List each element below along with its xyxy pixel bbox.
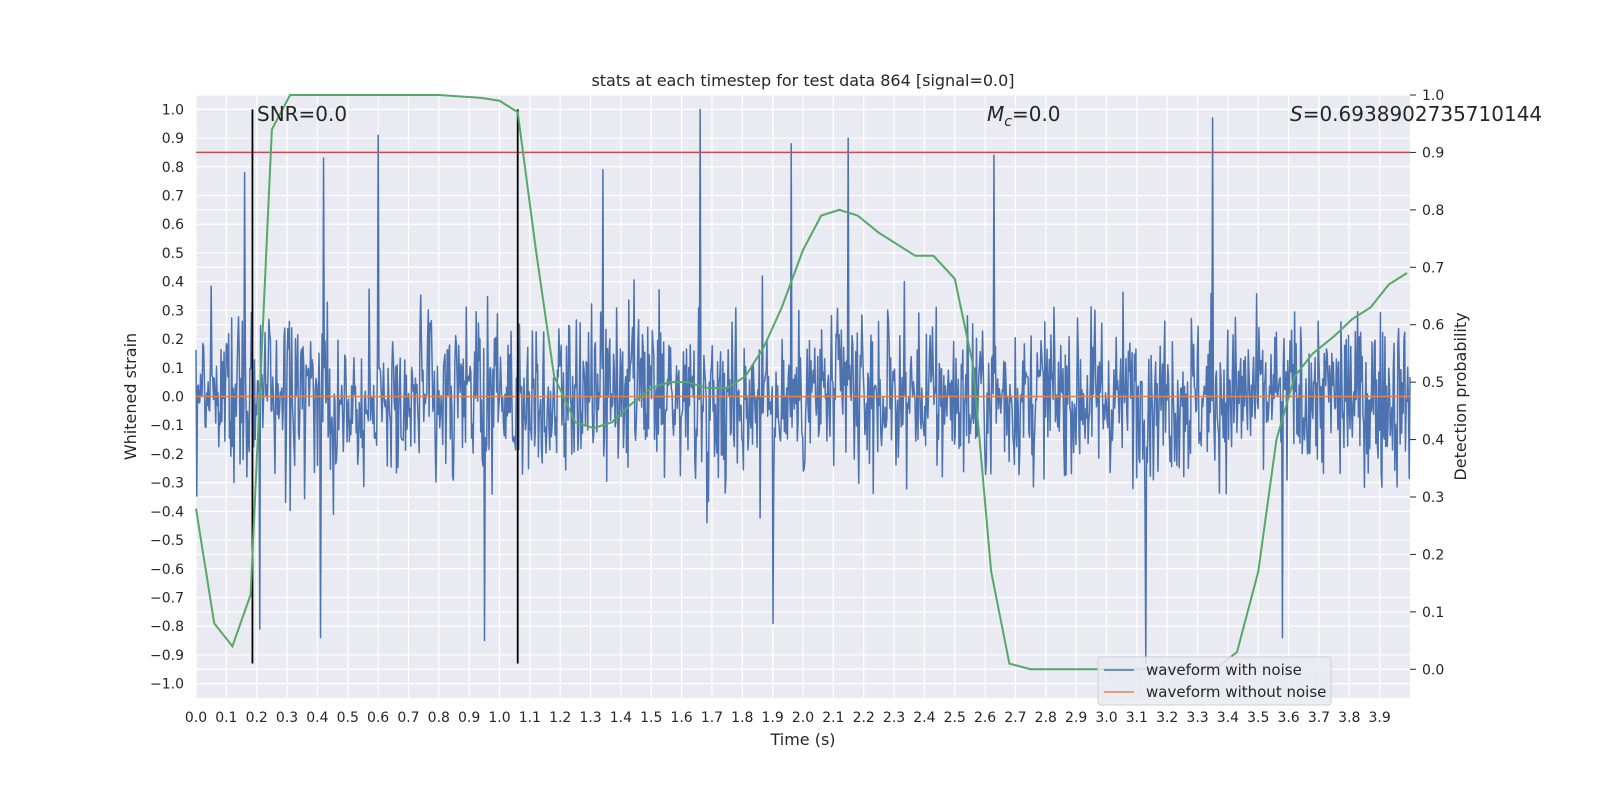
x-tick-label: 1.7 (701, 710, 723, 726)
x-tick-label: 2.4 (913, 710, 935, 726)
x-tick-label: 3.2 (1156, 710, 1178, 726)
legend-label-noise: waveform with noise (1146, 661, 1302, 679)
x-tick-label: 3.8 (1338, 710, 1360, 726)
y-tick-label: 0.7 (162, 189, 184, 205)
s-annotation: S=0.6938902735710144 (1290, 102, 1542, 126)
y2-tick-label: 0.5 (1422, 375, 1444, 391)
y-tick-label: −0.6 (150, 562, 184, 578)
x-tick-label: 0.5 (337, 710, 359, 726)
noise-waveform-series (195, 108, 1411, 665)
y-tick-label: 0.2 (162, 332, 184, 348)
y2-tick-label: 0.6 (1422, 318, 1444, 334)
y-axis-label: Whitened strain (121, 333, 140, 460)
x-tick-label: 0.3 (276, 710, 298, 726)
y-tick-label: 0.8 (162, 160, 184, 176)
x-tick-label: 3.5 (1247, 710, 1269, 726)
x-tick-label: 2.0 (792, 710, 814, 726)
mc-annotation: Mc=0.0 (987, 102, 1061, 130)
s-symbol: S (1290, 102, 1303, 126)
y2-tick-label: 0.7 (1422, 260, 1444, 276)
y-tick-label: 0.0 (162, 390, 184, 406)
y-tick-label: 0.1 (162, 361, 184, 377)
x-tick-label: 0.0 (185, 710, 207, 726)
detection-probability-line (195, 94, 1408, 671)
y-tick-label: 0.5 (162, 246, 184, 262)
x-tick-label: 1.5 (640, 710, 662, 726)
x-tick-label: 2.1 (822, 710, 844, 726)
x-tick-label: 2.5 (944, 710, 966, 726)
x-tick-label: 0.6 (367, 710, 389, 726)
y-tick-label: 0.9 (162, 131, 184, 147)
x-tick-label: 2.2 (853, 710, 875, 726)
y-tick-label: −0.5 (150, 533, 184, 549)
y2-tick-label: 0.4 (1422, 433, 1444, 449)
x-tick-label: 3.1 (1126, 710, 1148, 726)
y2-tick-label: 0.2 (1422, 547, 1444, 563)
x-tick-label: 1.1 (519, 710, 541, 726)
y-tick-label: 0.4 (162, 275, 184, 291)
legend: waveform with noise waveform without noi… (1097, 656, 1332, 706)
y-tick-label: 1.0 (162, 102, 184, 118)
chart-title: stats at each timestep for test data 864… (591, 71, 1014, 90)
noise-waveform-path (195, 108, 1411, 665)
x-tick-label: 2.9 (1065, 710, 1087, 726)
x-tick-label: 1.9 (762, 710, 784, 726)
y-tick-label: −0.7 (150, 591, 184, 607)
y-tick-label: −0.9 (150, 648, 184, 664)
y2-tick-label: 0.0 (1422, 662, 1444, 678)
x-tick-label: 2.8 (1035, 710, 1057, 726)
legend-box (1097, 656, 1332, 706)
x-tick-label: 1.3 (579, 710, 601, 726)
x-tick-label: 0.1 (215, 710, 237, 726)
y-tick-label: −0.4 (150, 504, 184, 520)
x-tick-label: 0.9 (458, 710, 480, 726)
x-tick-label: 3.9 (1369, 710, 1391, 726)
y-tick-label: 0.6 (162, 217, 184, 233)
x-tick-label: 2.7 (1004, 710, 1026, 726)
x-tick-label: 3.6 (1277, 710, 1299, 726)
y-tick-label: −0.8 (150, 619, 184, 635)
y-tick-label: −0.1 (150, 418, 184, 434)
x-tick-label: 0.7 (397, 710, 419, 726)
x-tick-label: 1.4 (610, 710, 632, 726)
x-tick-label: 3.0 (1095, 710, 1117, 726)
x-tick-label: 0.4 (306, 710, 328, 726)
x-axis-label: Time (s) (769, 730, 835, 749)
y-tick-label: −0.3 (150, 476, 184, 492)
x-tick-label: 3.4 (1217, 710, 1239, 726)
y-tick-label: −1.0 (150, 677, 184, 693)
y2-tick-label: 1.0 (1422, 88, 1444, 104)
x-tick-label: 0.8 (428, 710, 450, 726)
x-tick-label: 3.3 (1186, 710, 1208, 726)
x-tick-label: 0.2 (246, 710, 268, 726)
x-tick-label: 2.6 (974, 710, 996, 726)
y2-tick-label: 0.1 (1422, 605, 1444, 621)
y2-axis-label: Detection probability (1451, 312, 1470, 480)
x-tick-label: 1.2 (549, 710, 571, 726)
axis-ticks: 0.0 0.1 0.2 0.3 0.4 0.5 0.6 0.7 0.8 0.9 1.0 1.1 1.2 1… (150, 88, 1444, 726)
snr-annotation: SNR=0.0 (257, 102, 347, 126)
x-tick-label: 3.7 (1308, 710, 1330, 726)
x-tick-label: 1.8 (731, 710, 753, 726)
y2-tick-label: 0.9 (1422, 145, 1444, 161)
mc-value: =0.0 (1012, 102, 1061, 126)
s-value: =0.6938902735710144 (1303, 102, 1542, 126)
y-tick-label: 0.3 (162, 303, 184, 319)
mc-symbol: M (987, 102, 1004, 126)
x-tick-label: 1.0 (488, 710, 510, 726)
y2-tick-label: 0.3 (1422, 490, 1444, 506)
mc-subscript: c (1004, 114, 1012, 130)
legend-label-clean: waveform without noise (1146, 683, 1326, 701)
x-tick-label: 2.3 (883, 710, 905, 726)
x-tick-label: 1.6 (670, 710, 692, 726)
y2-tick-label: 0.8 (1422, 203, 1444, 219)
y-tick-label: −0.2 (150, 447, 184, 463)
